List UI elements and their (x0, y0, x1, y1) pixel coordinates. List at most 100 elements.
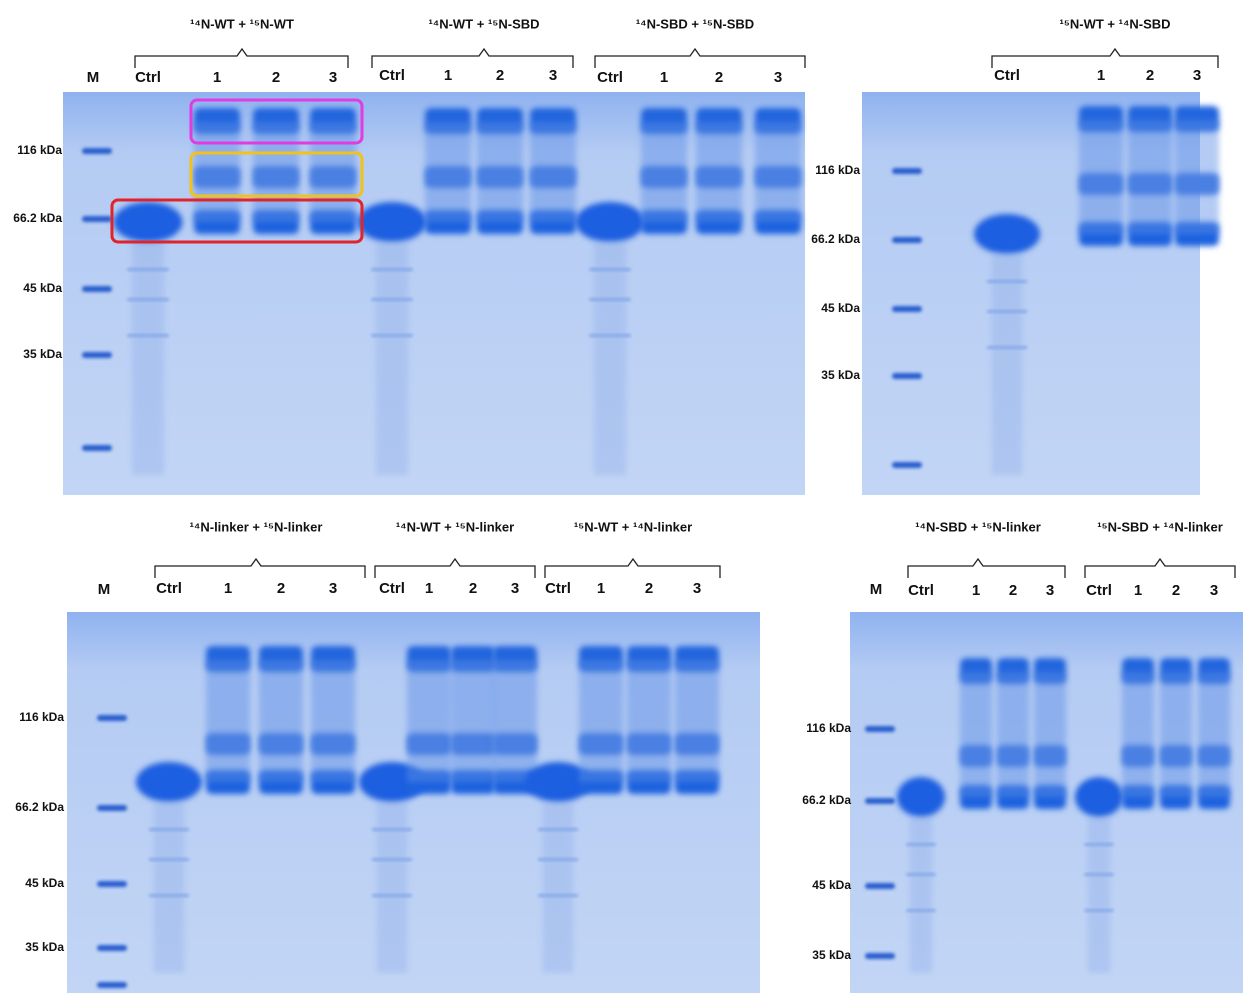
marker-label: 45 kDa (25, 876, 64, 890)
lane-smear (477, 122, 523, 222)
marker-label: 116 kDa (806, 721, 851, 735)
control-band (114, 202, 183, 242)
lane-label: 2 (496, 67, 504, 84)
lane-smear (376, 242, 408, 475)
group-title: ¹⁵N-SBD + ¹⁴N-linker (1097, 519, 1223, 534)
lane-label: Ctrl (135, 69, 161, 86)
lane-smear (311, 660, 355, 782)
lane-label: 2 (469, 580, 477, 597)
ladder-band (892, 237, 922, 243)
ladder-band (97, 945, 127, 951)
lane-label: Ctrl (545, 580, 571, 597)
ladder-band (892, 373, 922, 379)
lane-label: 1 (597, 580, 605, 597)
lane-label: 2 (1172, 582, 1180, 599)
bracket (908, 559, 1065, 578)
lane-label: 3 (1193, 67, 1201, 84)
lane-smear (696, 122, 742, 222)
lane-smear (992, 254, 1023, 475)
lane-label: 2 (645, 580, 653, 597)
bracket (375, 559, 535, 578)
ladder-band (865, 953, 895, 959)
lane-label: 2 (277, 580, 285, 597)
lane-label: 2 (272, 69, 280, 86)
lane-label: 1 (1097, 67, 1105, 84)
lane-label: Ctrl (597, 69, 623, 86)
lane-smear (451, 660, 495, 782)
lane-label: 2 (1146, 67, 1154, 84)
marker-label: 35 kDa (23, 347, 62, 361)
ladder-band (82, 148, 112, 154)
gel-panel (862, 92, 1219, 495)
control-band (136, 762, 202, 802)
lane-smear (1198, 672, 1230, 797)
ladder-band (82, 352, 112, 358)
marker-label: 66.2 kDa (811, 232, 860, 246)
lane-smear (1088, 817, 1110, 973)
marker-label: 116 kDa (815, 163, 860, 177)
lane-label: Ctrl (156, 580, 182, 597)
group-title: ¹⁴N-SBD + ¹⁵N-linker (915, 519, 1041, 534)
lane-label: 1 (213, 69, 221, 86)
control-band (1075, 777, 1123, 817)
marker-label: 45 kDa (821, 301, 860, 315)
lane-label: Ctrl (1086, 582, 1112, 599)
lane-label: 3 (1210, 582, 1218, 599)
group-title: ¹⁴N-SBD + ¹⁵N-SBD (636, 16, 754, 31)
lane-label: 2 (1009, 582, 1017, 599)
lane-smear (579, 660, 623, 782)
bracket (992, 49, 1218, 68)
marker-label: 35 kDa (821, 368, 860, 382)
lane-smear (627, 660, 671, 782)
lane-smear (310, 122, 356, 222)
ladder-band (892, 462, 922, 468)
lane-label: 3 (329, 69, 337, 86)
gel-panel (850, 612, 1243, 993)
lane-label: 3 (549, 67, 557, 84)
lane-label: 3 (693, 580, 701, 597)
group-title: ¹⁴N-WT + ¹⁵N-WT (190, 16, 294, 31)
group-title: ¹⁴N-linker + ¹⁵N-linker (190, 519, 323, 534)
bracket (595, 49, 805, 68)
ladder-band (97, 805, 127, 811)
ladder-band (865, 726, 895, 732)
lane-label: 2 (715, 69, 723, 86)
group-title: ¹⁵N-WT + ¹⁴N-linker (574, 519, 692, 534)
lane-smear (1160, 672, 1192, 797)
gel-panel (63, 92, 805, 495)
ladder-band (892, 168, 922, 174)
marker-label: 66.2 kDa (802, 793, 851, 807)
control-band (358, 202, 427, 242)
lane-smear (493, 660, 537, 782)
ladder-band (865, 883, 895, 889)
lane-smear (132, 242, 164, 475)
lane-label: 3 (511, 580, 519, 597)
bracket (155, 559, 365, 578)
ladder-band (82, 216, 112, 222)
lane-smear (543, 802, 574, 973)
figure: 116 kDa 66.2 kDa 45 kDa 35 kDa M ¹⁴N-WT + ¹⁵N… (0, 0, 1243, 993)
marker-label: 66.2 kDa (15, 800, 64, 814)
lane-smear (530, 122, 576, 222)
marker-lane-label: M (87, 69, 100, 86)
lane-smear (253, 122, 299, 222)
marker-label: 116 kDa (19, 710, 64, 724)
lane-smear (425, 122, 471, 222)
lane-smear (154, 802, 185, 973)
lane-smear (377, 802, 408, 973)
lane-smear (594, 242, 626, 475)
lane-label: 1 (660, 69, 668, 86)
lane-label: 1 (444, 67, 452, 84)
lane-label: 1 (1134, 582, 1142, 599)
marker-label: 45 kDa (23, 281, 62, 295)
group-title: ¹⁴N-WT + ¹⁵N-SBD (428, 16, 539, 31)
lane-smear (407, 660, 451, 782)
marker-label: 116 kDa (17, 143, 62, 157)
marker-label: 66.2 kDa (13, 211, 62, 225)
ladder-band (97, 982, 127, 988)
lane-smear (1034, 672, 1066, 797)
lane-label: 3 (1046, 582, 1054, 599)
lane-label: Ctrl (379, 580, 405, 597)
marker-lane-label: M (870, 581, 883, 598)
lane-smear (1122, 672, 1154, 797)
